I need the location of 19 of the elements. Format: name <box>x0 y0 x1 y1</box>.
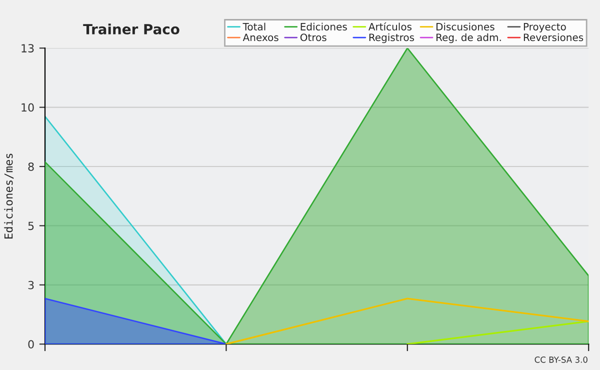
legend-label: Reg. de adm. <box>436 33 501 44</box>
y-tick-label: 8 <box>28 162 34 171</box>
legend-label: Discusiones <box>436 22 494 30</box>
legend-label: Total <box>242 22 266 30</box>
chart-title: Trainer Paco <box>83 24 180 34</box>
y-tick-label: 13 <box>22 44 34 52</box>
y-tick-label: 10 <box>22 103 34 112</box>
legend-label: Otros <box>300 34 326 42</box>
legend-label: Reversiones <box>524 33 584 42</box>
legend-label: Artículos <box>368 22 412 30</box>
legend-label: Anexos <box>242 34 278 42</box>
legend-label: Ediciones <box>300 22 347 30</box>
y-axis-title: Ediciones/mes <box>4 154 14 239</box>
y-tick-label: 5 <box>28 222 34 230</box>
y-tick-label: 3 <box>28 280 34 290</box>
text: CC BY-SA 3.0 <box>534 356 588 363</box>
legend-label: Registros <box>369 33 414 44</box>
legend-label: Proyecto <box>524 23 566 32</box>
y-tick-label: 0 <box>28 340 34 348</box>
